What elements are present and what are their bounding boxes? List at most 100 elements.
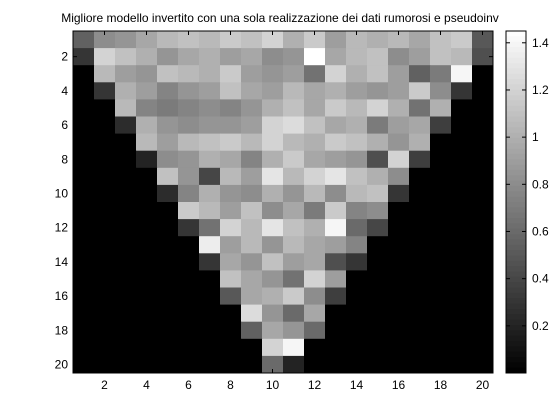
heatmap-cell — [367, 270, 389, 288]
heatmap-cell — [157, 304, 179, 323]
y-tick-label: 10 — [55, 186, 69, 200]
heatmap-cell — [430, 355, 452, 374]
heatmap-cell — [346, 150, 368, 169]
heatmap-cell — [157, 82, 179, 100]
heatmap-cell — [388, 48, 410, 66]
heatmap-cell — [241, 167, 263, 186]
colorbar-segment — [506, 191, 526, 198]
heatmap-cell — [451, 321, 473, 340]
heatmap-cell — [199, 99, 221, 117]
heatmap-cell — [283, 236, 305, 254]
heatmap-cell — [178, 82, 200, 100]
heatmap-cell — [451, 48, 473, 66]
heatmap-cell — [94, 31, 116, 49]
heatmap-cell — [178, 65, 200, 83]
heatmap-cell — [304, 270, 326, 288]
heatmap-cell — [283, 167, 305, 186]
heatmap-cell — [283, 99, 305, 117]
heatmap-cell — [262, 304, 284, 323]
colorbar-frame — [505, 30, 527, 374]
heatmap-cell — [241, 31, 263, 49]
heatmap-cell — [73, 99, 95, 117]
colorbar-segment — [506, 84, 526, 91]
heatmap-cell — [283, 184, 305, 203]
heatmap-cell — [409, 304, 431, 323]
y-tick-label: 18 — [55, 323, 69, 337]
heatmap-cell — [262, 150, 284, 169]
heatmap-cell — [136, 202, 158, 220]
heatmap-cell — [325, 150, 347, 169]
heatmap-cell — [220, 236, 242, 254]
heatmap-cell — [430, 219, 452, 237]
y-tick-label: 20 — [55, 357, 69, 371]
heatmap-cell — [304, 150, 326, 169]
heatmap-cell — [304, 338, 326, 357]
y-tick-label: 16 — [55, 289, 69, 303]
heatmap-cell — [241, 184, 263, 203]
heatmap-cell — [346, 321, 368, 340]
heatmap-cell — [73, 133, 95, 152]
heatmap-cell — [472, 236, 494, 254]
heatmap-cell — [73, 287, 95, 305]
heatmap-cell — [178, 236, 200, 254]
heatmap-cell — [73, 304, 95, 323]
heatmap-cell — [157, 116, 179, 134]
heatmap-cell — [241, 99, 263, 117]
heatmap-cell — [115, 304, 137, 323]
heatmap-cell — [136, 133, 158, 152]
colorbar-segment — [506, 351, 526, 358]
heatmap-cell — [220, 321, 242, 340]
heatmap-cell — [241, 270, 263, 288]
heatmap-cell — [409, 65, 431, 83]
colorbar-segment — [506, 164, 526, 171]
heatmap-cell — [220, 133, 242, 152]
heatmap-cell — [73, 82, 95, 100]
heatmap-cell — [472, 31, 494, 49]
heatmap-cell — [136, 270, 158, 288]
heatmap-cell — [409, 236, 431, 254]
heatmap-cell — [262, 253, 284, 271]
heatmap-cell — [430, 48, 452, 66]
colorbar-segment — [506, 121, 526, 128]
heatmap-cell — [283, 202, 305, 220]
heatmap-cell — [94, 167, 116, 186]
colorbar-segment — [506, 89, 526, 96]
heatmap-cell — [157, 31, 179, 49]
heatmap-cell — [199, 219, 221, 237]
x-tick-label: 10 — [266, 378, 280, 392]
colorbar-segment — [506, 335, 526, 342]
colorbar-segment — [506, 212, 526, 219]
heatmap-cell — [346, 287, 368, 305]
heatmap-cell — [199, 355, 221, 374]
heatmap-cell — [325, 321, 347, 340]
heatmap-cell — [73, 202, 95, 220]
colorbar-segment — [506, 276, 526, 283]
heatmap-cell — [136, 184, 158, 203]
heatmap-cell — [451, 287, 473, 305]
colorbar-segment — [506, 185, 526, 192]
heatmap-cell — [115, 270, 137, 288]
heatmap-cell — [199, 236, 221, 254]
heatmap-cell — [115, 338, 137, 357]
heatmap-cell — [136, 99, 158, 117]
colorbar-segment — [506, 266, 526, 272]
heatmap-cell — [94, 304, 116, 323]
heatmap-cell — [220, 99, 242, 117]
heatmap-cell — [409, 338, 431, 357]
heatmap-cell — [388, 338, 410, 357]
heatmap-cell — [94, 133, 116, 152]
heatmap-cell — [115, 287, 137, 305]
heatmap-cell — [220, 48, 242, 66]
heatmap-cell — [346, 65, 368, 83]
heatmap-cell — [241, 236, 263, 254]
heatmap-cell — [199, 202, 221, 220]
heatmap-cell — [115, 355, 137, 374]
colorbar-tick-label: 0.8 — [532, 177, 549, 191]
colorbar-segment — [506, 95, 526, 101]
heatmap-cell — [472, 304, 494, 323]
heatmap-cell — [367, 355, 389, 374]
heatmap-cell — [451, 167, 473, 186]
heatmap-cell — [157, 355, 179, 374]
heatmap-cell — [472, 116, 494, 134]
heatmap-cell — [409, 321, 431, 340]
